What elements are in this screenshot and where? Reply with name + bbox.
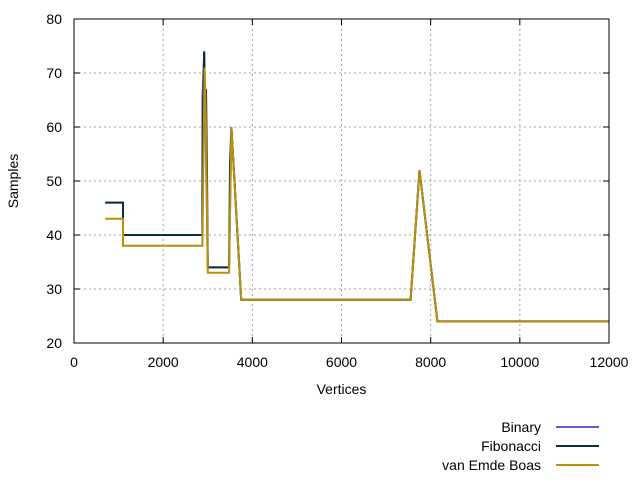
y-tick-label: 60 [46, 119, 62, 135]
y-tick-label: 50 [46, 173, 62, 189]
x-tick-label: 0 [70, 354, 78, 370]
grid [74, 19, 609, 343]
x-tick-label: 8000 [415, 354, 446, 370]
axis-ticks: 0 2000 4000 6000 8000 10000 12000 20 30 40 50 60 70 8… [46, 11, 628, 370]
x-tick-label: 6000 [326, 354, 357, 370]
x-tick-label: 2000 [148, 354, 179, 370]
y-axis-label: Samples [5, 154, 21, 208]
y-tick-label: 40 [46, 227, 62, 243]
x-tick-label: 10000 [500, 354, 539, 370]
series-line-fibonacci [105, 51, 609, 323]
series-lines [105, 51, 609, 323]
y-tick-label: 70 [46, 65, 62, 81]
y-tick-label: 20 [46, 335, 62, 351]
legend: Binary Fibonacci van Emde Boas [442, 419, 599, 473]
legend-label-binary: Binary [501, 419, 541, 435]
y-tick-label: 80 [46, 11, 62, 27]
legend-label-van-emde-boas: van Emde Boas [442, 457, 541, 473]
x-axis-label: Vertices [317, 381, 367, 397]
series-line-binary [105, 51, 609, 323]
legend-label-fibonacci: Fibonacci [481, 438, 541, 454]
x-tick-label: 12000 [590, 354, 629, 370]
series-line-van-emde-boas [105, 67, 609, 323]
y-tick-label: 30 [46, 281, 62, 297]
x-tick-label: 4000 [237, 354, 268, 370]
